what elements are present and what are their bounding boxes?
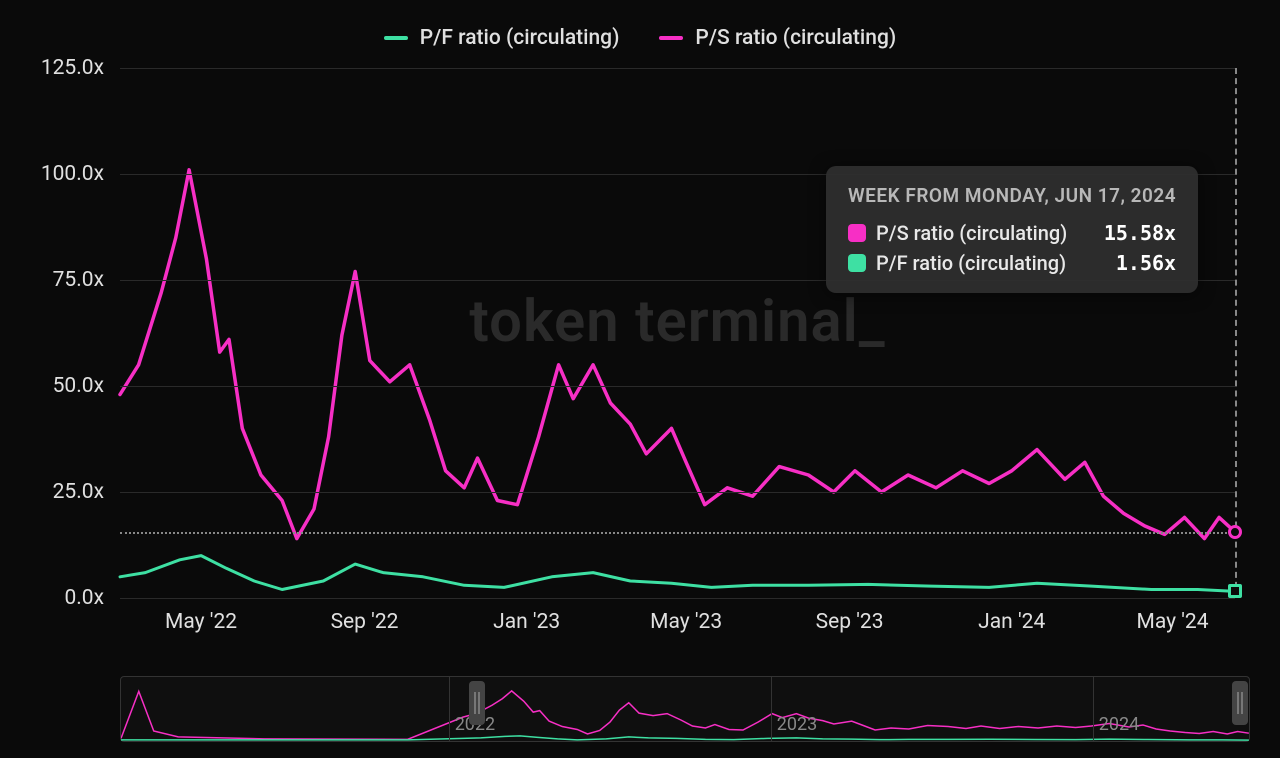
tooltip-value: 1.56x xyxy=(1116,251,1176,275)
series-end-marker xyxy=(1228,525,1242,539)
tooltip-label: P/S ratio (circulating) xyxy=(876,221,1094,245)
y-axis: 0.0x25.0x50.0x75.0x100.0x125.0x xyxy=(0,58,110,598)
tooltip-row: P/S ratio (circulating) 15.58x xyxy=(848,221,1176,245)
grid-line xyxy=(120,492,1235,493)
x-tick-label: Jan '24 xyxy=(978,610,1045,634)
brush-year-label: 2024 xyxy=(1099,714,1139,735)
plot-area[interactable]: token terminal_ xyxy=(120,68,1235,598)
legend-swatch xyxy=(384,36,408,40)
x-tick-label: Sep '22 xyxy=(331,610,399,634)
y-tick-label: 0.0x xyxy=(64,586,104,610)
brush-handle-right[interactable] xyxy=(1232,681,1248,725)
x-tick-label: May '22 xyxy=(165,610,237,634)
y-tick-label: 25.0x xyxy=(53,480,104,504)
tooltip-marker xyxy=(848,224,866,242)
reference-line xyxy=(120,532,1235,534)
brush-series-pf xyxy=(121,736,1249,740)
grid-line xyxy=(120,68,1235,69)
brush-divider xyxy=(449,677,450,741)
series-pf xyxy=(120,556,1235,592)
tooltip-value: 15.58x xyxy=(1104,221,1176,245)
x-tick-label: May '23 xyxy=(650,610,722,634)
y-tick-label: 75.0x xyxy=(53,268,104,292)
legend-item[interactable]: P/S ratio (circulating) xyxy=(659,26,896,50)
y-tick-label: 125.0x xyxy=(41,56,104,80)
range-brush[interactable]: 202220232024 xyxy=(120,676,1250,742)
tooltip-label: P/F ratio (circulating) xyxy=(876,251,1106,275)
legend-item[interactable]: P/F ratio (circulating) xyxy=(384,26,620,50)
y-tick-label: 100.0x xyxy=(41,162,104,186)
brush-year-label: 2023 xyxy=(777,714,817,735)
x-tick-label: May '24 xyxy=(1137,610,1209,634)
brush-mini-chart xyxy=(121,677,1249,743)
tooltip: WEEK FROM MONDAY, JUN 17, 2024 P/S ratio… xyxy=(826,166,1198,293)
chart-lines xyxy=(120,68,1235,598)
brush-divider xyxy=(771,677,772,741)
y-tick-label: 50.0x xyxy=(53,374,104,398)
legend-label: P/S ratio (circulating) xyxy=(695,26,896,50)
tooltip-row: P/F ratio (circulating) 1.56x xyxy=(848,251,1176,275)
crosshair xyxy=(1235,68,1237,598)
tooltip-rows: P/S ratio (circulating) 15.58x P/F ratio (… xyxy=(848,221,1176,275)
legend: P/F ratio (circulating) P/S ratio (circul… xyxy=(0,26,1280,50)
series-end-marker xyxy=(1228,584,1242,598)
x-tick-label: Sep '23 xyxy=(816,610,884,634)
brush-series-ps xyxy=(121,691,1249,740)
chart-container: P/F ratio (circulating)P/S ratio (circul… xyxy=(0,0,1280,758)
grid-line xyxy=(120,386,1235,387)
brush-divider xyxy=(1093,677,1094,741)
brush-handle-left[interactable] xyxy=(469,681,485,725)
grid-line xyxy=(120,598,1235,599)
tooltip-marker xyxy=(848,254,866,272)
tooltip-title: WEEK FROM MONDAY, JUN 17, 2024 xyxy=(848,184,1176,207)
legend-swatch xyxy=(659,36,683,40)
legend-label: P/F ratio (circulating) xyxy=(420,26,620,50)
x-tick-label: Jan '23 xyxy=(493,610,560,634)
